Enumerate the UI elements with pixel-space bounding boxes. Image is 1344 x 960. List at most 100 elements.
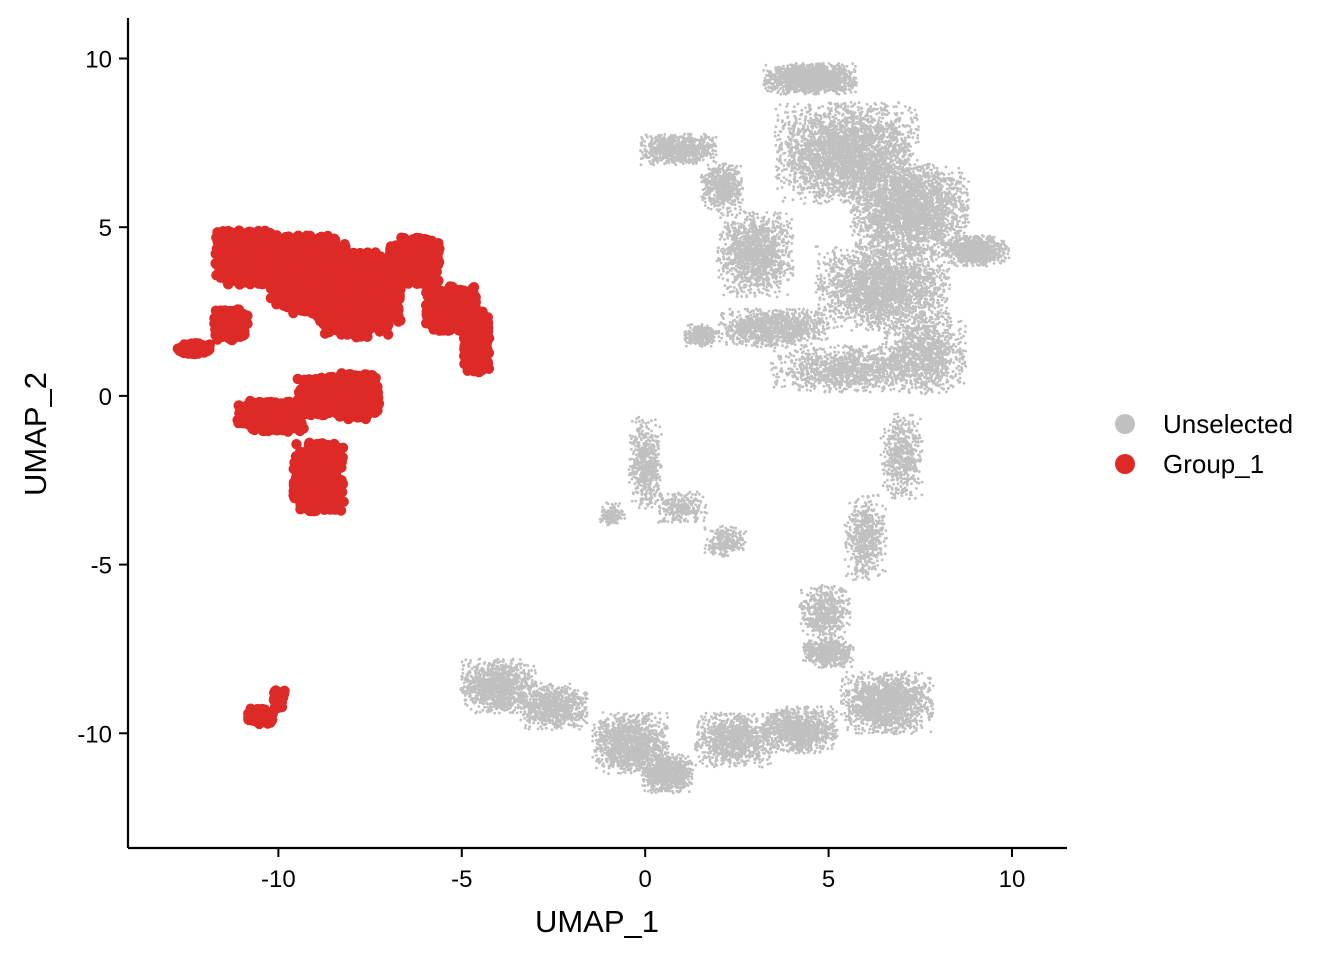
- scatter-point: [892, 150, 895, 154]
- scatter-point: [849, 150, 853, 154]
- scatter-point: [857, 101, 861, 105]
- scatter-point: [821, 105, 824, 108]
- scatter-point: [866, 135, 870, 139]
- scatter-point: [810, 88, 814, 91]
- scatter-point: [775, 157, 779, 161]
- scatter-point: [869, 115, 873, 118]
- scatter-point: [806, 180, 810, 184]
- scatter-point: [798, 171, 802, 174]
- scatter-point: [833, 152, 837, 156]
- scatter-point: [848, 170, 851, 174]
- scatter-point: [809, 170, 813, 174]
- scatter-point: [879, 120, 883, 124]
- scatter-point: [869, 124, 872, 127]
- scatter-point: [856, 122, 859, 125]
- scatter-point: [808, 76, 811, 79]
- scatter-point: [899, 149, 902, 153]
- scatter-point: [773, 87, 777, 91]
- scatter-point: [865, 118, 868, 121]
- scatter-point: [865, 163, 869, 166]
- scatter-point: [957, 171, 961, 175]
- scatter-point: [822, 193, 825, 197]
- scatter-point: [914, 116, 918, 119]
- scatter-point: [898, 125, 901, 129]
- scatter-point: [888, 157, 892, 161]
- scatter-point: [835, 110, 838, 113]
- scatter-point: [846, 105, 850, 108]
- scatter-point: [874, 129, 877, 133]
- scatter-point: [852, 168, 856, 172]
- scatter-point: [773, 75, 777, 78]
- scatter-point: [811, 163, 815, 167]
- scatter-point: [910, 111, 913, 114]
- scatter-point: [847, 165, 850, 169]
- scatter-point: [845, 139, 849, 143]
- scatter-point: [780, 120, 784, 124]
- scatter-point: [807, 103, 811, 107]
- scatter-point: [881, 116, 884, 120]
- scatter-point: [775, 81, 779, 85]
- scatter-point: [807, 134, 811, 138]
- scatter-point: [823, 115, 826, 119]
- scatter-point: [781, 200, 785, 203]
- scatter-point: [836, 145, 839, 149]
- scatter-point: [823, 125, 826, 129]
- scatter-point: [817, 201, 820, 205]
- scatter-point: [842, 65, 846, 68]
- scatter-point: [895, 105, 898, 108]
- scatter-point: [829, 63, 833, 67]
- scatter-point: [790, 80, 793, 84]
- scatter-point: [795, 147, 798, 151]
- scatter-point: [877, 125, 880, 129]
- scatter-point: [810, 122, 814, 126]
- scatter-point: [856, 148, 860, 151]
- scatter-point: [797, 149, 801, 153]
- scatter-point: [792, 188, 795, 192]
- scatter-point: [913, 108, 917, 112]
- scatter-point: [787, 154, 791, 158]
- scatter-point: [824, 143, 828, 147]
- scatter-point: [855, 162, 859, 165]
- scatter-point: [776, 173, 780, 177]
- scatter-point: [795, 90, 798, 94]
- scatter-point: [842, 138, 845, 142]
- scatter-point: [803, 122, 807, 126]
- scatter-point: [803, 162, 807, 166]
- scatter-point: [776, 114, 780, 117]
- scatter-point: [855, 197, 859, 201]
- scatter-point: [790, 163, 794, 167]
- scatter-point: [802, 188, 805, 191]
- scatter-point: [844, 116, 847, 120]
- scatter-point: [869, 150, 872, 154]
- scatter-point: [825, 78, 828, 82]
- scatter-point: [791, 160, 794, 164]
- scatter-point: [838, 104, 842, 108]
- scatter-point: [813, 194, 817, 198]
- scatter-point: [874, 148, 878, 152]
- scatter-point: [830, 128, 834, 132]
- scatter-point: [824, 70, 828, 74]
- scatter-point: [774, 125, 778, 129]
- scatter-point: [875, 107, 879, 111]
- scatter-point: [799, 185, 803, 189]
- scatter-point: [782, 176, 786, 180]
- scatter-point: [815, 65, 818, 69]
- scatter-point: [787, 135, 790, 139]
- scatter-point: [834, 102, 837, 106]
- scatter-point: [777, 65, 780, 69]
- scatter-point: [834, 106, 838, 109]
- scatter-point: [767, 73, 771, 76]
- scatter-point: [829, 107, 833, 110]
- series-unselected: [459, 61, 1011, 795]
- scatter-point: [786, 64, 790, 68]
- scatter-point: [839, 162, 843, 166]
- scatter-point: [793, 86, 796, 90]
- scatter-point: [803, 202, 806, 205]
- scatter-point: [805, 177, 808, 181]
- scatter-point: [788, 173, 792, 177]
- scatter-point: [794, 116, 798, 120]
- scatter-point: [819, 114, 822, 118]
- scatter-point: [796, 65, 800, 68]
- scatter-point: [885, 141, 889, 145]
- scatter-point: [869, 160, 872, 164]
